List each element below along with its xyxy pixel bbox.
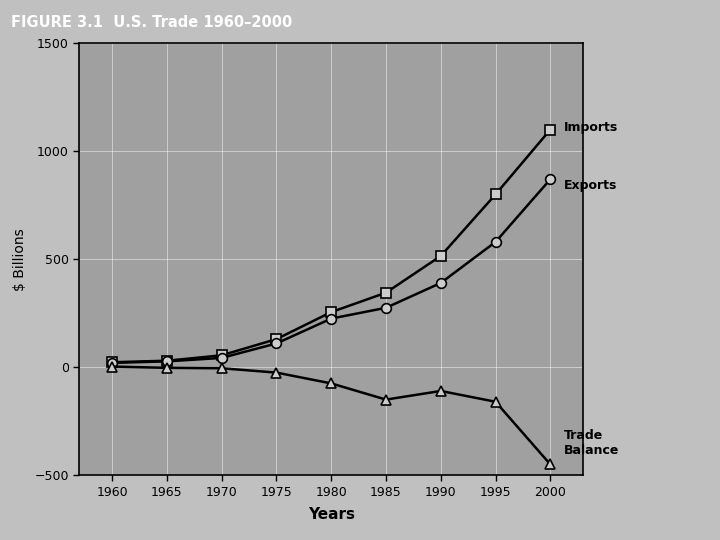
X-axis label: Years: Years (307, 507, 355, 522)
Text: FIGURE 3.1  U.S. Trade 1960–2000: FIGURE 3.1 U.S. Trade 1960–2000 (11, 15, 292, 30)
Text: Exports: Exports (564, 179, 617, 192)
Text: Imports: Imports (564, 121, 618, 134)
Text: Trade
Balance: Trade Balance (564, 429, 619, 457)
Y-axis label: $ Billions: $ Billions (14, 228, 27, 291)
